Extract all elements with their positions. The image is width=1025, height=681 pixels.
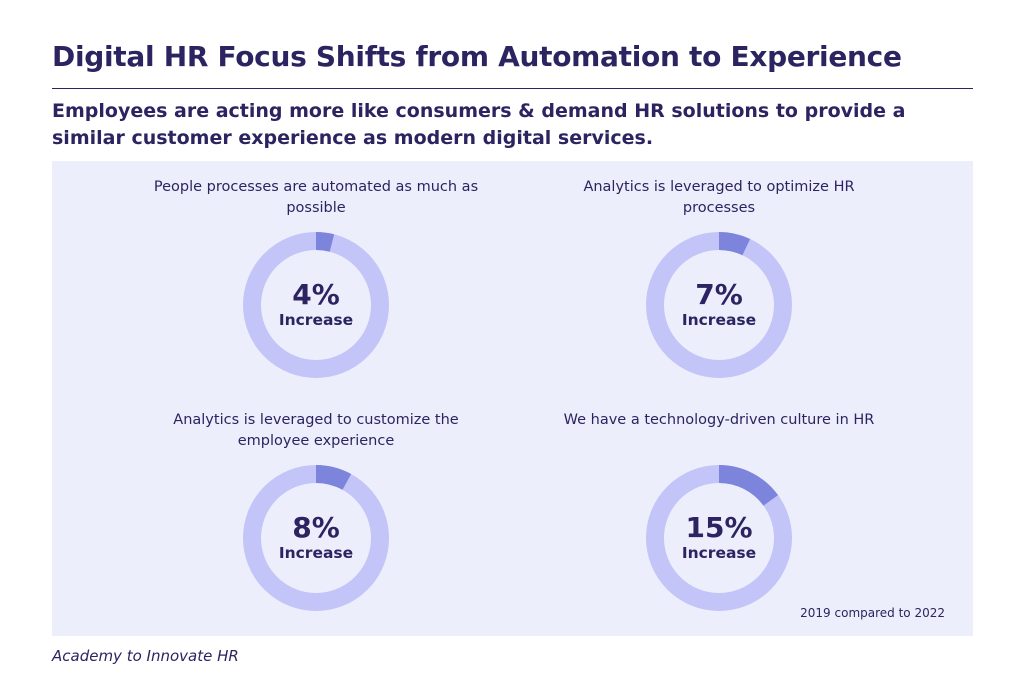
donut-chart: 4% Increase xyxy=(241,230,391,380)
donut-sublabel: Increase xyxy=(681,544,757,562)
chart-panel: People processes are automated as much a… xyxy=(52,161,973,636)
chart-caption: We have a technology-driven culture in H… xyxy=(563,412,875,428)
donut-value-label: 15% xyxy=(685,511,753,544)
page-subtitle: Employees are acting more like consumers… xyxy=(52,100,906,149)
donut-chart: 7% Increase xyxy=(644,230,794,380)
chart-people-processes: People processes are automated as much a… xyxy=(151,177,481,380)
donut-sublabel: Increase xyxy=(681,311,757,329)
chart-customize-experience: Analytics is leveraged to customize the … xyxy=(151,410,481,613)
chart-caption: People processes are automated as much a… xyxy=(153,179,479,216)
donut-increase-segment xyxy=(718,232,751,256)
donut-svg xyxy=(243,232,389,378)
page-title: Digital HR Focus Shifts from Automation … xyxy=(52,40,902,73)
chart-caption: Analytics is leveraged to customize the … xyxy=(173,412,459,449)
donut-chart: 15% Increase xyxy=(644,463,794,613)
donut-value-label: 4% xyxy=(292,278,340,311)
chart-optimize-hr: Analytics is leveraged to optimize HR pr… xyxy=(554,177,884,380)
donut-value-label: 7% xyxy=(695,278,743,311)
source-credit: Academy to Innovate HR xyxy=(52,647,239,665)
chart-technology-culture: We have a technology-driven culture in H… xyxy=(554,410,884,613)
donut-increase-segment xyxy=(315,232,335,252)
donut-sublabel: Increase xyxy=(278,311,354,329)
donut-chart: 8% Increase xyxy=(241,463,391,613)
donut-sublabel: Increase xyxy=(278,544,354,562)
donut-svg xyxy=(646,465,792,611)
donut-increase-segment xyxy=(315,465,352,490)
title-divider xyxy=(52,88,973,89)
comparison-note: 2019 compared to 2022 xyxy=(800,606,945,620)
chart-caption: Analytics is leveraged to optimize HR pr… xyxy=(583,179,855,216)
donut-svg xyxy=(243,465,389,611)
donut-svg xyxy=(646,232,792,378)
donut-increase-segment xyxy=(718,465,779,506)
donut-value-label: 8% xyxy=(292,511,340,544)
